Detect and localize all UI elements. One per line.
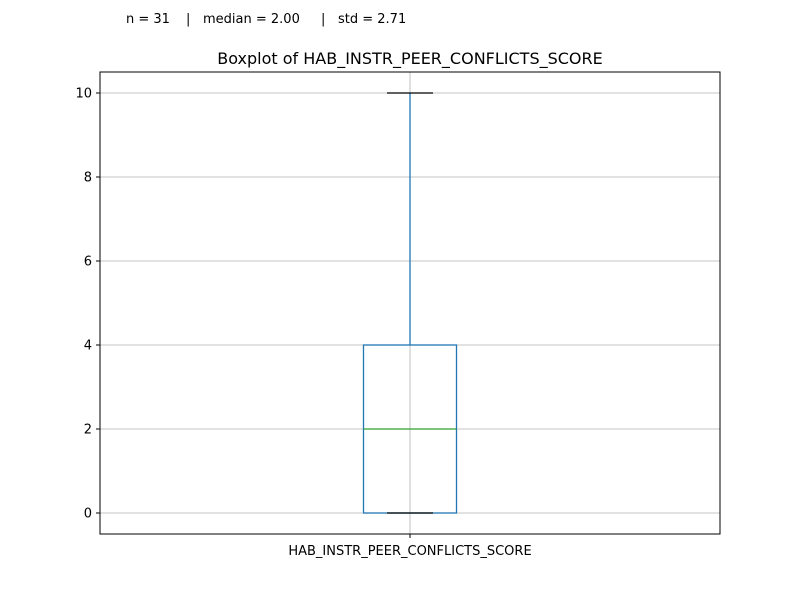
- y-tick-label-2: 2: [84, 423, 92, 438]
- stats-std: std = 2.71: [338, 12, 406, 27]
- stats-separator-1: |: [186, 12, 190, 27]
- chart-title: Boxplot of HAB_INSTR_PEER_CONFLICTS_SCOR…: [217, 49, 603, 69]
- box-elements: [362, 92, 458, 514]
- stats-separator-2: |: [321, 12, 325, 27]
- y-tick-label-10: 10: [75, 87, 92, 102]
- x-tick-label-0: HAB_INSTR_PEER_CONFLICTS_SCORE: [288, 544, 531, 559]
- y-tick-label-4: 4: [84, 339, 92, 354]
- x-axis-ticks: HAB_INSTR_PEER_CONFLICTS_SCORE: [288, 534, 532, 559]
- stats-median: median = 2.00: [203, 12, 300, 27]
- stats-n: n = 31: [126, 12, 170, 27]
- y-axis-ticks: 0 2 4 6 8 10: [75, 87, 100, 522]
- y-tick-label-6: 6: [84, 255, 92, 270]
- y-tick-label-8: 8: [84, 171, 92, 186]
- y-tick-label-0: 0: [84, 507, 92, 522]
- stats-line: n = 31 | median = 2.00 | std = 2.71: [126, 12, 406, 27]
